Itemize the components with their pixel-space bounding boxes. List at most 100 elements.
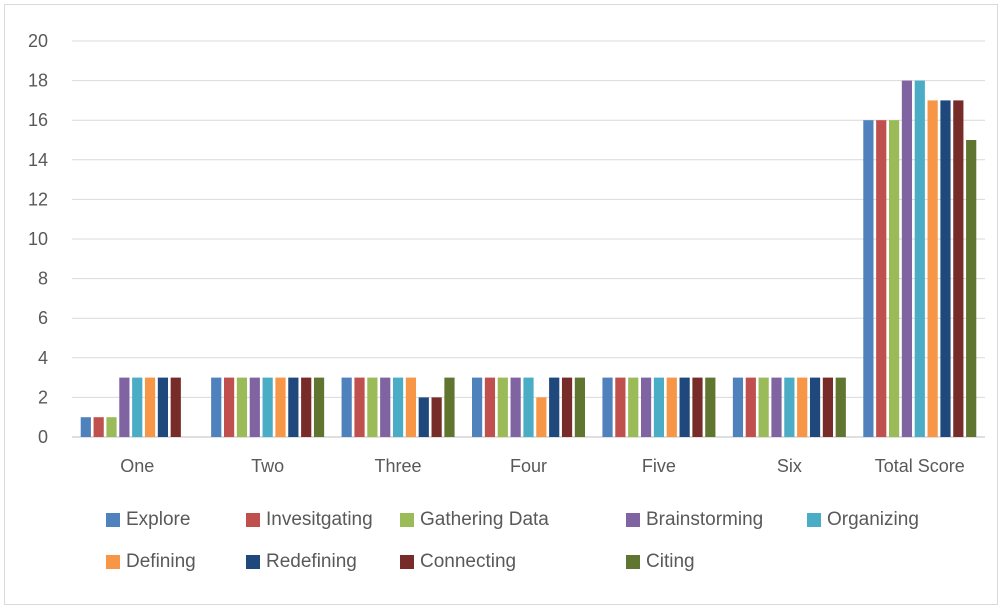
x-tick-label: Three (375, 456, 422, 476)
bar (132, 377, 143, 437)
legend-label: Gathering Data (420, 509, 549, 530)
bar (602, 377, 613, 437)
y-tick-label: 18 (28, 71, 48, 91)
legend-swatch (246, 513, 260, 527)
bar (835, 377, 846, 437)
bar (275, 377, 286, 437)
bar (536, 397, 547, 437)
x-tick-label: Two (251, 456, 284, 476)
bar (745, 377, 756, 437)
legend-item: Organizing (807, 509, 919, 531)
bar (444, 377, 455, 437)
bar (876, 120, 887, 437)
bar (966, 140, 977, 437)
bar (692, 377, 703, 437)
bar (784, 377, 795, 437)
x-tick-label: One (120, 456, 154, 476)
bar (732, 377, 744, 437)
legend-item: Connecting (400, 551, 516, 573)
legend-item: Invesitgating (246, 509, 373, 531)
bars (80, 80, 977, 438)
bar (249, 377, 260, 437)
legend-swatch (807, 513, 821, 527)
legend-label: Citing (646, 551, 695, 572)
legend-swatch (626, 555, 640, 569)
bar (797, 377, 808, 437)
x-tick-label: Four (510, 456, 547, 476)
bar (380, 377, 391, 437)
bar (367, 377, 378, 437)
legend-label: Explore (126, 509, 191, 530)
bar (392, 377, 404, 437)
bar (313, 377, 325, 437)
bar (223, 377, 235, 437)
legend-swatch (626, 513, 640, 527)
x-tick-label: Five (642, 456, 676, 476)
bar (679, 377, 690, 437)
legend-item: Citing (626, 551, 695, 573)
bar (888, 120, 900, 437)
bar (615, 377, 626, 437)
bar (497, 377, 508, 437)
bar (211, 377, 222, 437)
y-tick-label: 4 (38, 348, 48, 368)
bar (119, 377, 130, 437)
bar (301, 377, 312, 437)
y-tick-label: 0 (38, 427, 48, 447)
bar (940, 100, 951, 438)
bar (953, 100, 964, 438)
legend-item: Explore (106, 509, 190, 531)
bar (666, 377, 677, 437)
y-tick-label: 14 (28, 150, 48, 170)
bar (914, 80, 925, 437)
bar (523, 377, 534, 437)
legend-item: Brainstorming (626, 509, 763, 531)
legend-item: Redefining (246, 551, 357, 573)
y-axis-tick-labels: 0 2 4 6 8 10 12 14 16 18 20 (28, 31, 48, 447)
bar (236, 377, 248, 437)
legend-item: Gathering Data (400, 509, 549, 531)
legend-label: Redefining (266, 551, 357, 572)
legend-label: Connecting (420, 551, 517, 572)
bar (927, 100, 938, 438)
x-tick-label: Total Score (875, 456, 965, 476)
bar (863, 120, 874, 437)
legend-item: Defining (106, 551, 196, 573)
chart-frame (4, 4, 998, 605)
y-tick-label: 12 (28, 189, 48, 209)
bar (653, 377, 665, 437)
legend-swatch (106, 513, 120, 527)
legend-swatch (106, 555, 120, 569)
bar (901, 80, 913, 437)
bar (80, 417, 91, 437)
legend-swatch (400, 513, 414, 527)
bar (144, 377, 156, 437)
bar (705, 377, 716, 437)
bar (771, 377, 782, 437)
bar (405, 377, 417, 437)
legend-label: Organizing (827, 509, 919, 530)
legend-label: Invesitgating (266, 509, 373, 530)
legend-swatch (400, 555, 414, 569)
legend-label: Brainstorming (646, 509, 764, 530)
bar (549, 377, 560, 437)
y-tick-label: 2 (38, 387, 48, 407)
bar (93, 417, 104, 437)
bar (640, 377, 652, 437)
y-tick-label: 8 (38, 269, 48, 289)
bar (157, 377, 169, 437)
bar (484, 377, 496, 437)
bar (628, 377, 639, 437)
bar (354, 377, 365, 437)
legend-label: Defining (126, 551, 196, 572)
x-tick-label: Six (777, 456, 802, 476)
bar (758, 377, 769, 437)
y-tick-label: 20 (28, 31, 48, 51)
bar (822, 377, 834, 437)
bar (574, 377, 585, 437)
legend-swatch (246, 555, 260, 569)
bar (472, 377, 483, 437)
x-axis-tick-labels: One Two Three Four Five Six Total Score (120, 456, 965, 476)
bar (288, 377, 299, 437)
